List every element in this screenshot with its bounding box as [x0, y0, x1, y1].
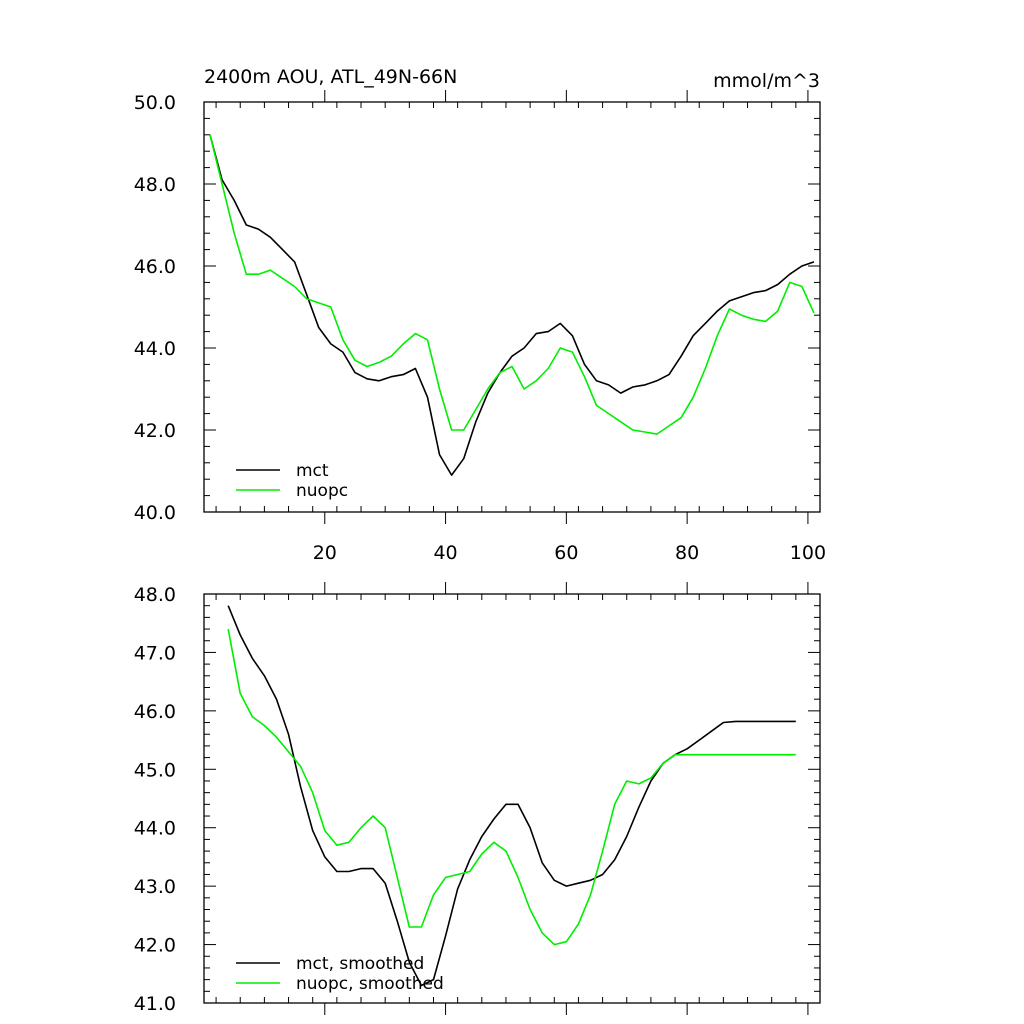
plot-frame	[203, 593, 821, 1004]
y-tick-label: 44.0	[134, 818, 176, 840]
chart-title: 2400m AOU, ATL_49N-66N	[204, 66, 457, 88]
x-tick-label: 40	[433, 542, 457, 564]
y-tick-label: 48.0	[134, 174, 176, 196]
units-label: mmol/m^3	[713, 70, 820, 92]
y-tick-label: 47.0	[134, 642, 176, 664]
y-tick-label: 48.0	[134, 584, 176, 606]
y-tick-label: 46.0	[134, 256, 176, 278]
top-plot-panel: 40.0 42.0 44.0 46.0 48.0 50.0 20 40 60 80 100 mctnu…	[134, 90, 826, 564]
y-tick-label: 50.0	[134, 92, 176, 114]
y-tick-label: 43.0	[134, 876, 176, 898]
y-tick-label: 46.0	[134, 701, 176, 723]
series-line-mct	[209, 134, 815, 476]
series-line-nuopc	[209, 134, 815, 435]
legend-label: nuopc	[296, 481, 348, 501]
plot-frame	[203, 101, 821, 513]
y-tick-label: 40.0	[134, 502, 176, 524]
y-tick-label: 45.0	[134, 759, 176, 781]
bottom-plot-panel: 41.0 42.0 43.0 44.0 45.0 46.0 47.0 48.0 mct, smo…	[134, 582, 821, 1015]
y-tick-label: 44.0	[134, 338, 176, 360]
legend-label: mct, smoothed	[296, 954, 424, 974]
series-line-nuopc-smoothed	[227, 628, 796, 946]
series-line-mct-smoothed	[227, 605, 796, 987]
y-tick-label: 42.0	[134, 935, 176, 957]
x-tick-label: 20	[313, 542, 337, 564]
x-tick-label: 100	[790, 542, 826, 564]
x-tick-label: 80	[675, 542, 699, 564]
y-tick-label: 41.0	[134, 993, 176, 1015]
legend-label: mct	[296, 461, 329, 481]
x-tick-label: 60	[554, 542, 578, 564]
legend-label: nuopc, smoothed	[296, 974, 444, 994]
y-tick-label: 42.0	[134, 420, 176, 442]
